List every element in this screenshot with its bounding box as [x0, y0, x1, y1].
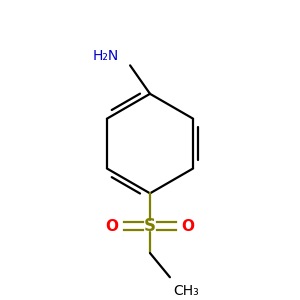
Text: S: S [144, 217, 156, 235]
Text: CH₃: CH₃ [173, 284, 199, 298]
Text: O: O [181, 218, 194, 233]
Text: O: O [106, 218, 119, 233]
Text: H₂N: H₂N [92, 49, 119, 62]
